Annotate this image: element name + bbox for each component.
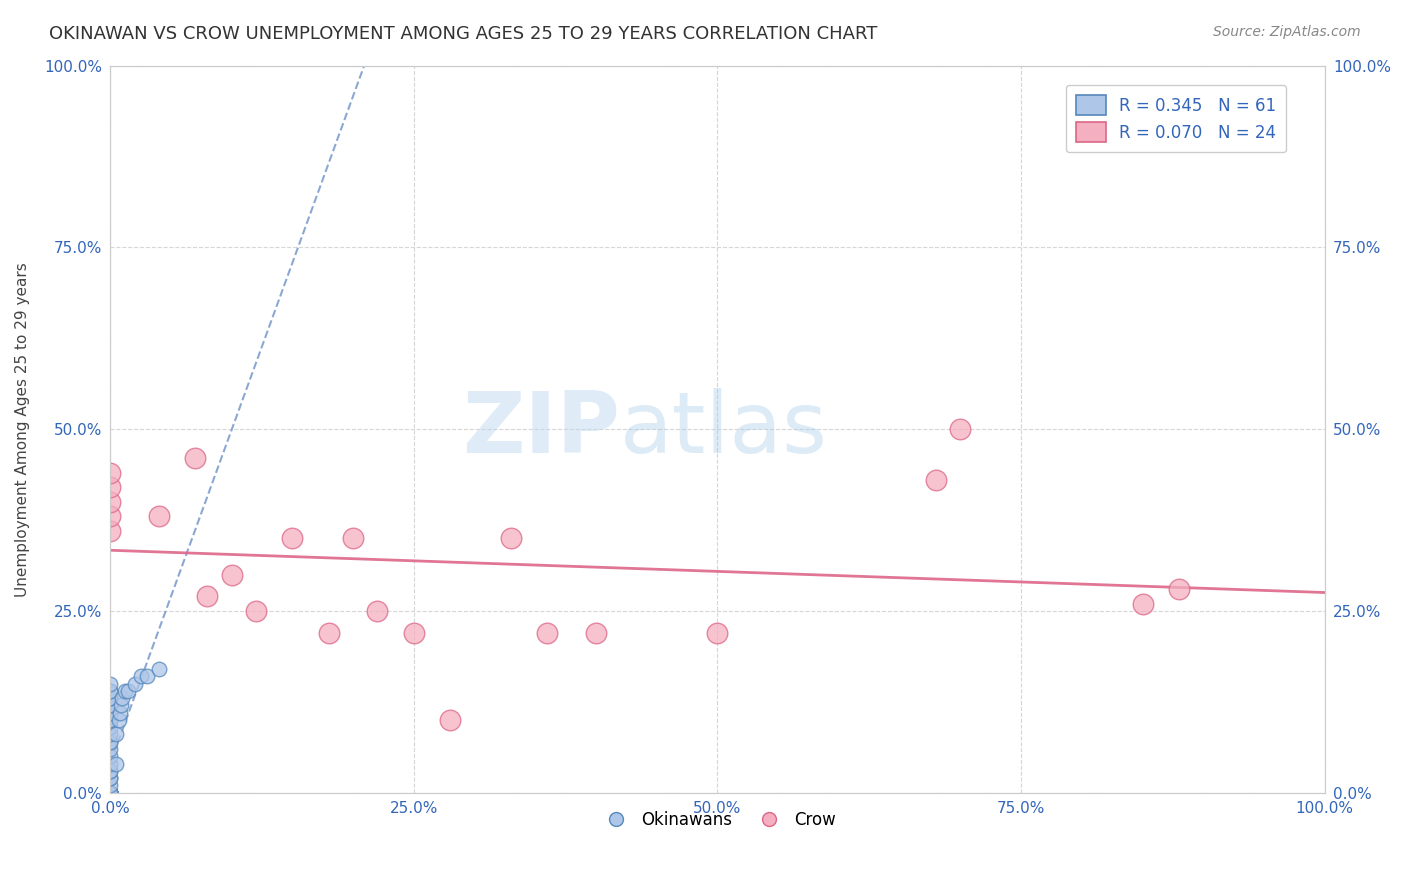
Point bbox=[108, 706, 131, 720]
Point bbox=[98, 786, 121, 800]
Point bbox=[98, 691, 121, 706]
Point bbox=[98, 706, 121, 720]
Y-axis label: Unemployment Among Ages 25 to 29 years: Unemployment Among Ages 25 to 29 years bbox=[15, 261, 30, 597]
Text: ZIP: ZIP bbox=[463, 388, 620, 471]
Point bbox=[98, 771, 121, 785]
Point bbox=[98, 786, 121, 800]
Point bbox=[98, 786, 121, 800]
Point bbox=[98, 727, 121, 741]
Point bbox=[105, 727, 128, 741]
Point bbox=[98, 720, 121, 734]
Point bbox=[706, 625, 728, 640]
Point bbox=[98, 786, 121, 800]
Point bbox=[98, 786, 121, 800]
Point bbox=[536, 625, 558, 640]
Point bbox=[148, 509, 170, 524]
Legend: Okinawans, Crow: Okinawans, Crow bbox=[593, 804, 842, 835]
Point bbox=[98, 691, 121, 706]
Point bbox=[221, 567, 243, 582]
Point bbox=[98, 524, 121, 538]
Point bbox=[98, 764, 121, 778]
Point bbox=[98, 495, 121, 509]
Point bbox=[98, 466, 121, 480]
Point bbox=[105, 756, 128, 771]
Point bbox=[148, 662, 170, 676]
Point bbox=[402, 625, 425, 640]
Point bbox=[1168, 582, 1191, 596]
Point bbox=[925, 473, 948, 487]
Point bbox=[439, 713, 461, 727]
Point bbox=[98, 480, 121, 494]
Point bbox=[98, 786, 121, 800]
Point bbox=[1132, 597, 1154, 611]
Point bbox=[98, 786, 121, 800]
Point bbox=[342, 531, 364, 545]
Point bbox=[98, 713, 121, 727]
Point bbox=[117, 684, 139, 698]
Point bbox=[98, 786, 121, 800]
Point bbox=[124, 676, 146, 690]
Point bbox=[98, 786, 121, 800]
Point bbox=[110, 698, 132, 713]
Point bbox=[114, 684, 136, 698]
Point bbox=[98, 786, 121, 800]
Point bbox=[318, 625, 340, 640]
Point bbox=[366, 604, 388, 618]
Point bbox=[98, 771, 121, 785]
Point bbox=[98, 786, 121, 800]
Point bbox=[184, 451, 207, 466]
Point bbox=[98, 786, 121, 800]
Point bbox=[98, 684, 121, 698]
Point bbox=[98, 764, 121, 778]
Point bbox=[98, 735, 121, 749]
Point bbox=[98, 756, 121, 771]
Text: Source: ZipAtlas.com: Source: ZipAtlas.com bbox=[1213, 25, 1361, 39]
Point bbox=[98, 786, 121, 800]
Point bbox=[98, 778, 121, 792]
Text: atlas: atlas bbox=[620, 388, 828, 471]
Point bbox=[98, 676, 121, 690]
Point bbox=[98, 713, 121, 727]
Point bbox=[499, 531, 522, 545]
Point bbox=[111, 691, 134, 706]
Point bbox=[98, 786, 121, 800]
Point bbox=[949, 422, 972, 436]
Point bbox=[98, 749, 121, 764]
Point bbox=[585, 625, 607, 640]
Point bbox=[98, 698, 121, 713]
Point bbox=[98, 786, 121, 800]
Point bbox=[129, 669, 152, 683]
Point bbox=[98, 786, 121, 800]
Point bbox=[98, 742, 121, 756]
Point bbox=[98, 786, 121, 800]
Point bbox=[195, 590, 218, 604]
Point bbox=[107, 713, 129, 727]
Point bbox=[98, 786, 121, 800]
Point bbox=[98, 786, 121, 800]
Point bbox=[98, 786, 121, 800]
Point bbox=[98, 786, 121, 800]
Point bbox=[98, 786, 121, 800]
Point bbox=[98, 786, 121, 800]
Point bbox=[98, 786, 121, 800]
Text: OKINAWAN VS CROW UNEMPLOYMENT AMONG AGES 25 TO 29 YEARS CORRELATION CHART: OKINAWAN VS CROW UNEMPLOYMENT AMONG AGES… bbox=[49, 25, 877, 43]
Point bbox=[98, 509, 121, 524]
Point bbox=[98, 786, 121, 800]
Point bbox=[98, 786, 121, 800]
Point bbox=[98, 684, 121, 698]
Point bbox=[281, 531, 304, 545]
Point bbox=[98, 735, 121, 749]
Point bbox=[98, 698, 121, 713]
Point bbox=[245, 604, 267, 618]
Point bbox=[135, 669, 157, 683]
Point bbox=[98, 786, 121, 800]
